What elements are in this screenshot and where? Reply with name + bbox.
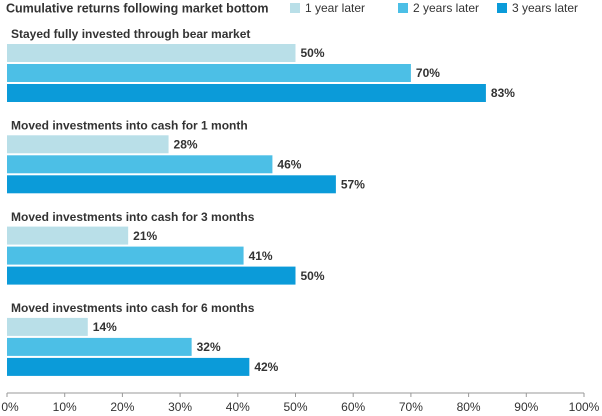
bar [7,44,296,62]
bar [7,135,169,154]
bar [7,337,192,356]
value-label: 83% [491,86,515,100]
bar [7,246,244,265]
value-label: 50% [301,269,325,283]
x-tick-label: 20% [110,400,134,414]
x-tick-label: 40% [226,400,250,414]
value-label: 32% [197,340,221,354]
x-tick-label: 10% [53,400,77,414]
value-label: 41% [249,249,273,263]
bar [7,266,296,285]
chart-title: Cumulative returns following market bott… [6,1,269,15]
x-tick-label: 60% [341,400,365,414]
bar [7,357,250,376]
legend-label: 2 years later [413,1,479,15]
value-label: 70% [416,66,440,80]
x-tick-label: 50% [283,400,307,414]
legend-label: 3 years later [512,1,578,15]
value-label: 28% [174,137,198,151]
x-tick-label: 70% [399,400,423,414]
group-label: Moved investments into cash for 3 months [11,210,255,224]
legend-swatch [497,3,507,13]
bar [7,317,88,336]
bar [7,175,336,194]
x-tick-label: 80% [457,400,481,414]
value-label: 21% [133,229,157,243]
bar [7,84,486,102]
legend-swatch [398,3,408,13]
value-label: 42% [254,360,278,374]
bar [7,155,273,174]
bar [7,64,411,82]
group-label: Stayed fully invested through bear marke… [11,27,250,41]
bar [7,226,129,245]
legend-swatch [290,3,300,13]
value-label: 57% [341,177,365,191]
x-tick-label: 30% [168,400,192,414]
legend-label: 1 year later [305,1,365,15]
group-label: Moved investments into cash for 6 months [11,301,255,315]
value-label: 46% [277,157,301,171]
value-label: 14% [93,320,117,334]
value-label: 50% [301,46,325,60]
x-tick-label: 0% [1,400,19,414]
x-tick-label: 90% [514,400,538,414]
x-tick-label: 100% [569,400,600,414]
group-label: Moved investments into cash for 1 month [11,118,248,132]
